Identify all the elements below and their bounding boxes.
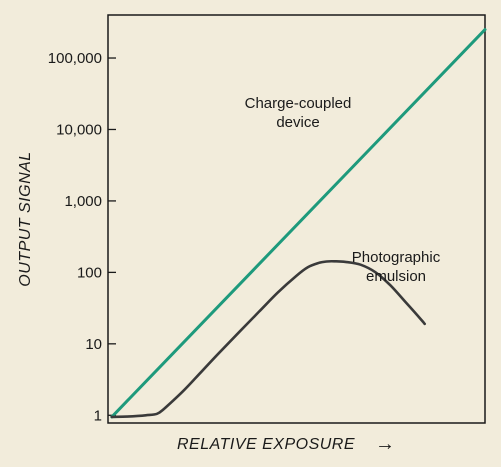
y-tick-label: 1,000 bbox=[64, 193, 102, 210]
y-tick-label: 100,000 bbox=[48, 50, 102, 67]
y-tick-label: 1 bbox=[94, 407, 102, 424]
y-tick-label: 10 bbox=[85, 336, 102, 353]
y-tick-label: 100 bbox=[77, 264, 102, 281]
y-tick-label: 10,000 bbox=[56, 121, 102, 138]
plot-frame bbox=[107, 14, 486, 424]
annotation-emulsion: Photographic emulsion bbox=[352, 249, 441, 285]
series-line-ccd bbox=[110, 28, 487, 419]
series-layer bbox=[110, 28, 487, 419]
x-axis-label: RELATIVE EXPOSURE bbox=[177, 436, 355, 453]
y-axis-label: OUTPUT SIGNAL bbox=[17, 151, 34, 286]
y-axis-ticks: 1 10 100 1,000 10,000 100,000 bbox=[48, 50, 116, 424]
annotation-ccd: Charge-coupled device bbox=[245, 95, 352, 131]
x-axis-arrow: → bbox=[375, 433, 395, 455]
series-annotations: Charge-coupled device Photographic emulsion bbox=[245, 95, 441, 285]
series-line-emulsion bbox=[110, 259, 426, 419]
